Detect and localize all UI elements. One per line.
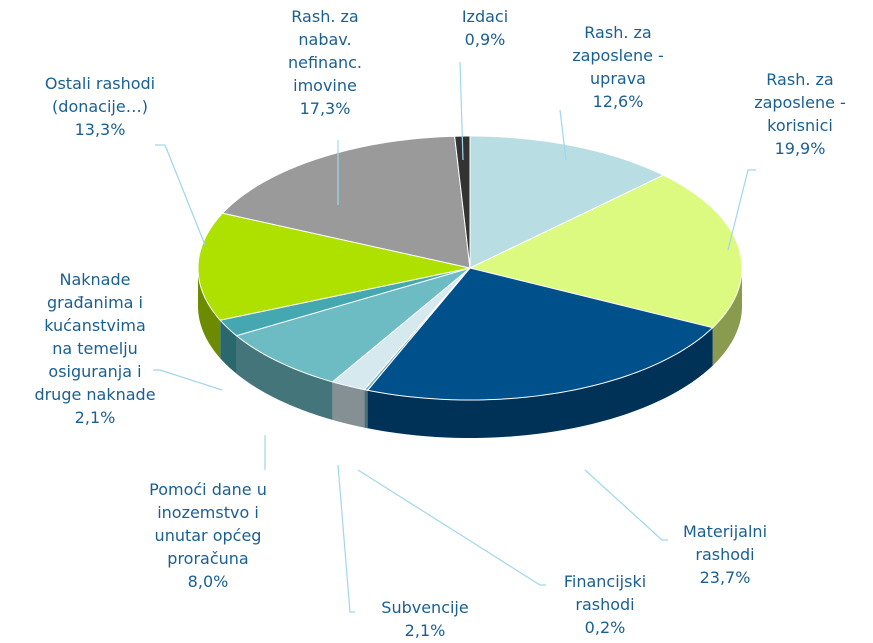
label-line: (donacije…) — [52, 97, 148, 116]
label-line: Materijalni — [683, 522, 767, 541]
slice — [366, 267, 714, 401]
slice — [221, 135, 471, 269]
slice — [197, 212, 471, 321]
label-line: osiguranja i — [48, 362, 141, 381]
label-line: Rash. za — [766, 70, 833, 89]
leader-line — [153, 369, 223, 391]
label-line: rashodi — [575, 595, 634, 614]
value-label: 8,0% — [188, 572, 229, 591]
slice — [235, 267, 471, 383]
slice — [331, 267, 471, 391]
slice-label: Naknade građanima i kućanstvima na temelju o… — [34, 270, 155, 404]
slice — [219, 267, 471, 337]
slice-label: Pomoći dane u inozemstvo i unutar općeg pro… — [149, 480, 267, 568]
label-line: rashodi — [695, 545, 754, 564]
label-line: kućanstvima — [44, 316, 146, 335]
label-line: unutar općeg — [155, 526, 262, 545]
slice-side — [198, 268, 221, 359]
label-line: zaposlene - — [572, 46, 664, 65]
slice-side — [367, 327, 713, 438]
leader-line — [337, 464, 355, 613]
slice-side — [220, 320, 237, 374]
slice-side — [712, 268, 742, 366]
slice-side — [364, 389, 368, 429]
value-label: 23,7% — [700, 568, 751, 587]
slice-label: Rash. za zaposlene - uprava — [572, 23, 664, 88]
slice-label: Rash. za nabav. nefinanc. imovine — [288, 7, 362, 95]
label-line: Izdaci — [462, 7, 508, 26]
slice — [469, 135, 665, 269]
label-line: Rash. za — [584, 23, 651, 42]
slice-side — [236, 335, 333, 420]
slice-label: Materijalni rashodi — [683, 522, 767, 564]
label-line: druge naknade — [34, 385, 155, 404]
value-label: 0,9% — [465, 30, 506, 49]
label-line: zaposlene - — [754, 93, 846, 112]
slice-side — [332, 381, 365, 428]
label-line: Naknade — [60, 270, 131, 289]
value-label: 0,2% — [585, 618, 626, 637]
slice-label: Rash. za zaposlene - korisnici — [754, 70, 846, 135]
label-line: Rash. za — [291, 7, 358, 26]
label-line: građanima i — [47, 293, 143, 312]
leader-line — [459, 61, 464, 161]
label-line: imovine — [293, 76, 357, 95]
value-label: 2,1% — [405, 621, 446, 640]
slice-label: Ostali rashodi (donacije…) — [45, 74, 155, 116]
slice — [468, 174, 743, 329]
value-label: 13,3% — [75, 120, 126, 139]
value-label: 19,9% — [775, 139, 826, 158]
label-line: Subvencije — [381, 598, 468, 617]
label-line: nabav. — [298, 30, 351, 49]
leader-line — [559, 109, 567, 161]
slice-label: Izdaci — [462, 7, 508, 26]
label-line: uprava — [590, 69, 646, 88]
leader-line — [155, 144, 206, 246]
label-line: Ostali rashodi — [45, 74, 155, 93]
slice-label: Subvencije — [381, 598, 468, 617]
label-line: proračuna — [167, 549, 248, 568]
label-line: na temelju — [52, 339, 138, 358]
leader-line — [357, 469, 546, 586]
value-label: 2,1% — [75, 408, 116, 427]
label-line: Pomoći dane u — [149, 480, 267, 499]
slice-label: Financijski rashodi — [564, 572, 646, 614]
value-label: 12,6% — [593, 92, 644, 111]
leader-line — [584, 469, 668, 541]
label-line: inozemstvo i — [157, 503, 259, 522]
value-label: 17,3% — [300, 99, 351, 118]
label-line: korisnici — [767, 116, 833, 135]
leader-line — [727, 169, 756, 251]
label-line: Financijski — [564, 572, 646, 591]
label-line: nefinanc. — [288, 53, 362, 72]
